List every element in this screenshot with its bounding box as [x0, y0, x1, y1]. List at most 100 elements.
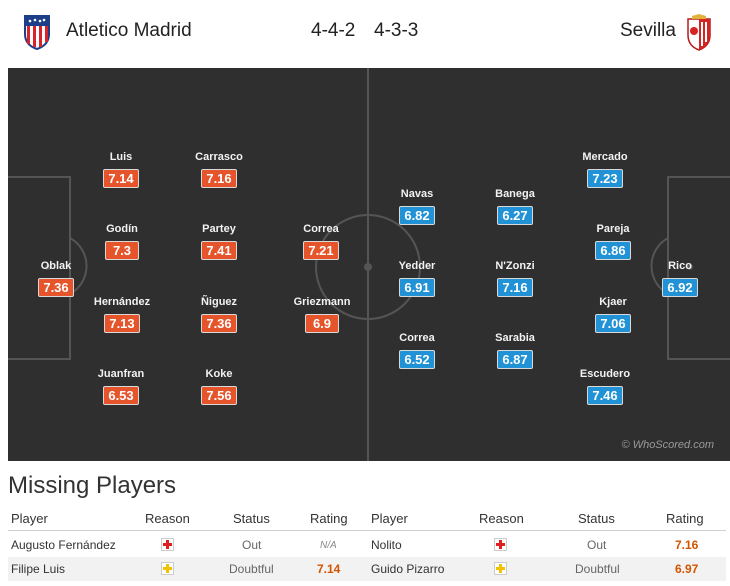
- player-away-kjaer[interactable]: Kjaer 7.06: [573, 296, 653, 333]
- player-home-carrasco[interactable]: Carrasco 7.16: [179, 151, 259, 188]
- player-away-yedder[interactable]: Yedder 6.91: [377, 260, 457, 297]
- missing-status: Out: [242, 538, 262, 552]
- player-name: Kjaer: [599, 296, 627, 308]
- player-home-koke[interactable]: Koke 7.56: [179, 368, 259, 405]
- injury-red-cross-icon[interactable]: [161, 538, 174, 551]
- column-header-rating: Rating: [666, 511, 704, 526]
- player-rating: 7.3: [105, 241, 139, 260]
- missing-player-name[interactable]: Nolito: [371, 538, 402, 552]
- player-name: Luis: [109, 151, 133, 163]
- home-team-name[interactable]: Atletico Madrid: [66, 20, 192, 41]
- player-rating: 6.27: [497, 206, 533, 225]
- player-home-griezmann[interactable]: Griezmann 6.9: [282, 296, 362, 333]
- player-home-correa[interactable]: Correa 7.21: [281, 223, 361, 260]
- player-name: Rico: [668, 260, 692, 272]
- table-row: Augusto Fernández Out N/A Nolito Out 7.1…: [8, 533, 726, 557]
- player-name: Oblak: [40, 260, 72, 272]
- player-away-sarabia[interactable]: Sarabia 6.87: [475, 332, 555, 369]
- player-name: Sarabia: [495, 332, 535, 344]
- player-rating: 7.16: [497, 278, 533, 297]
- player-away-correa[interactable]: Correa 6.52: [377, 332, 457, 369]
- player-name: Correa: [399, 332, 435, 344]
- player-name: Koke: [205, 368, 233, 380]
- column-header-player: Player: [371, 511, 408, 526]
- injury-red-cross-icon[interactable]: [494, 538, 507, 551]
- player-rating: 7.56: [201, 386, 237, 405]
- player-name: Juanfran: [97, 368, 145, 380]
- match-header: Atletico Madrid 4-4-2 4-3-3 Sevilla: [0, 0, 730, 64]
- doubtful-yellow-cross-icon[interactable]: [161, 562, 174, 575]
- player-rating: 7.23: [587, 169, 623, 188]
- missing-status: Doubtful: [575, 562, 620, 576]
- player-name: Ñiguez: [200, 296, 238, 308]
- player-away-navas[interactable]: Navas 6.82: [377, 188, 457, 225]
- player-name: Carrasco: [195, 151, 243, 163]
- player-name: Yedder: [398, 260, 436, 272]
- player-rating: 7.21: [303, 241, 339, 260]
- away-team-name[interactable]: Sevilla: [620, 20, 676, 41]
- player-name: N'Zonzi: [495, 260, 535, 272]
- player-rating: 7.06: [595, 314, 631, 333]
- player-rating: 7.41: [201, 241, 237, 260]
- player-name: Mercado: [582, 151, 628, 163]
- atletico-crest-icon[interactable]: [22, 12, 52, 51]
- doubtful-yellow-cross-icon[interactable]: [494, 562, 507, 575]
- missing-player-name[interactable]: Augusto Fernández: [11, 538, 116, 552]
- player-rating: 6.53: [103, 386, 139, 405]
- player-away-escudero[interactable]: Escudero 7.46: [565, 368, 645, 405]
- player-rating: 6.86: [595, 241, 631, 260]
- player-away-pareja[interactable]: Pareja 6.86: [573, 223, 653, 260]
- missing-status: Doubtful: [229, 562, 274, 576]
- missing-players-title: Missing Players: [8, 472, 177, 499]
- player-rating: 7.16: [201, 169, 237, 188]
- player-name: Griezmann: [293, 296, 351, 308]
- player-rating: 6.82: [399, 206, 435, 225]
- player-home-niguez[interactable]: Ñiguez 7.36: [179, 296, 259, 333]
- player-rating: 6.87: [497, 350, 533, 369]
- missing-player-name[interactable]: Filipe Luis: [11, 562, 66, 576]
- home-formation: 4-4-2: [311, 20, 356, 41]
- player-home-juanfran[interactable]: Juanfran 6.53: [81, 368, 161, 405]
- table-row: Filipe Luis Doubtful 7.14 Guido Pizarro …: [8, 557, 726, 581]
- whoscored-watermark: © WhoScored.com: [621, 439, 714, 451]
- player-home-godin[interactable]: Godín 7.3: [82, 223, 162, 260]
- column-header-reason: Reason: [145, 511, 190, 526]
- pitch-lines: [8, 68, 730, 461]
- pitch: Luis 7.14 Carrasco 7.16 Godín 7.3 Partey…: [8, 68, 730, 461]
- table-header: Player Reason Status Rating Player Reaso…: [8, 506, 726, 531]
- missing-status: Out: [587, 538, 607, 552]
- missing-rating: 7.16: [675, 538, 699, 552]
- sevilla-crest-icon[interactable]: [684, 13, 714, 51]
- missing-rating: 7.14: [317, 562, 341, 576]
- player-name: Godín: [106, 223, 138, 235]
- player-name: Partey: [202, 223, 236, 235]
- column-header-rating: Rating: [310, 511, 348, 526]
- player-rating: 7.14: [103, 169, 139, 188]
- column-header-player: Player: [11, 511, 48, 526]
- column-header-reason: Reason: [479, 511, 524, 526]
- player-rating: 6.9: [305, 314, 339, 333]
- player-away-mercado[interactable]: Mercado 7.23: [565, 151, 645, 188]
- player-rating: 6.92: [662, 278, 698, 297]
- player-home-hernandez[interactable]: Hernández 7.13: [82, 296, 162, 333]
- away-formation: 4-3-3: [374, 20, 419, 41]
- player-name: Escudero: [579, 368, 631, 380]
- player-home-oblak[interactable]: Oblak 7.36: [16, 260, 96, 297]
- player-away-banega[interactable]: Banega 6.27: [475, 188, 555, 225]
- player-home-luis[interactable]: Luis 7.14: [81, 151, 161, 188]
- player-rating: 7.36: [38, 278, 74, 297]
- player-name: Hernández: [93, 296, 151, 308]
- player-away-nzonzi[interactable]: N'Zonzi 7.16: [475, 260, 555, 297]
- player-rating: 7.13: [104, 314, 140, 333]
- player-away-rico[interactable]: Rico 6.92: [640, 260, 720, 297]
- player-rating: 7.36: [201, 314, 237, 333]
- player-home-partey[interactable]: Partey 7.41: [179, 223, 259, 260]
- missing-rating: 6.97: [675, 562, 699, 576]
- player-rating: 6.52: [399, 350, 435, 369]
- missing-rating: N/A: [320, 540, 337, 551]
- player-name: Pareja: [596, 223, 630, 235]
- player-name: Correa: [303, 223, 339, 235]
- player-name: Banega: [495, 188, 535, 200]
- column-header-status: Status: [578, 511, 615, 526]
- missing-player-name[interactable]: Guido Pizarro: [371, 562, 445, 576]
